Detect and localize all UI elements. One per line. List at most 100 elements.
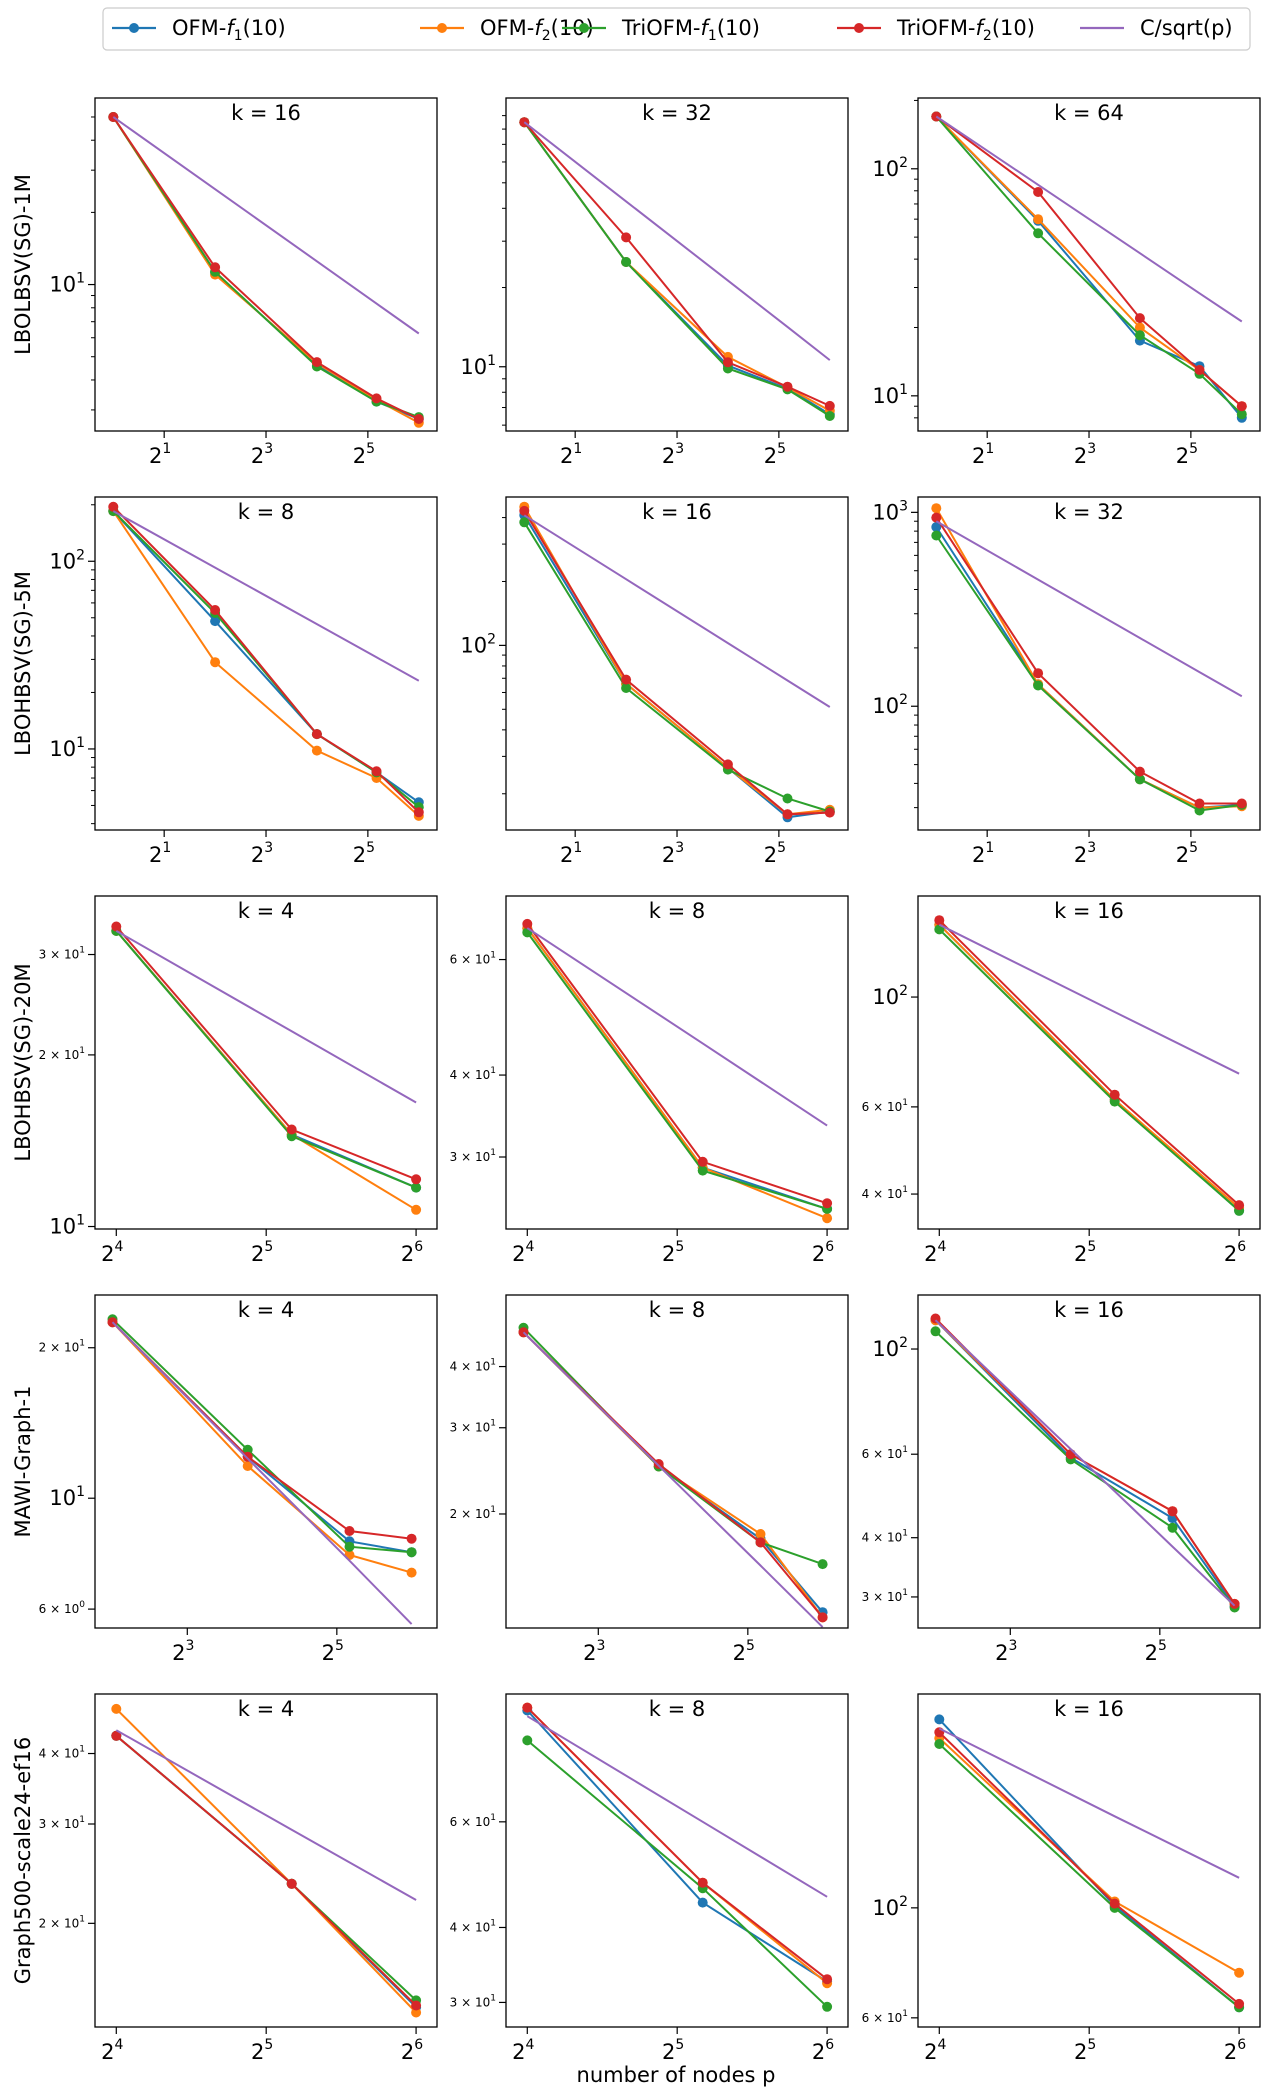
- plot-frame: [505, 496, 849, 831]
- series-c-sqrt-p-: [938, 923, 1240, 1075]
- x-tick-base: 2: [924, 2040, 937, 2064]
- x-tick-exp: 3: [597, 1638, 606, 1654]
- x-tick-base: 2: [1176, 444, 1189, 468]
- series-triofm-f1: [931, 111, 1247, 420]
- x-tick-exp: 4: [526, 1239, 535, 1255]
- x-tick-label: 24: [924, 1239, 946, 1266]
- data-point: [411, 1204, 422, 1215]
- y-tick-exp: 1: [490, 1419, 496, 1429]
- data-point: [413, 807, 424, 818]
- x-tick-exp: 1: [573, 840, 582, 856]
- data-point: [934, 1739, 945, 1749]
- y-tick-base: 3 × 10: [39, 948, 80, 962]
- y-tick-exp: 1: [490, 1918, 496, 1928]
- legend-label-suffix: (10): [717, 16, 760, 40]
- panel-title: k = 16: [642, 500, 712, 524]
- plot-frame: [94, 1294, 438, 1629]
- plot-frame: [505, 895, 849, 1230]
- x-tick-exp: 3: [1009, 1638, 1018, 1654]
- data-point: [822, 2001, 833, 2012]
- y-tick-base: 6 × 10: [39, 1602, 80, 1616]
- x-tick-exp: 1: [162, 441, 171, 457]
- y-tick-exp: 1: [76, 271, 85, 287]
- data-point: [817, 1612, 828, 1623]
- data-point: [522, 1702, 533, 1713]
- x-tick-base: 2: [583, 1641, 596, 1665]
- x-tick-label: 24: [101, 1239, 123, 1266]
- y-tick-label: 102: [460, 631, 496, 657]
- data-point: [210, 605, 221, 615]
- y-tick-exp: 1: [490, 1993, 496, 2003]
- x-tick-base: 2: [560, 843, 573, 867]
- series-c-sqrt-p-: [522, 1331, 824, 1628]
- data-point: [931, 503, 942, 514]
- x-tick-label: 25: [764, 441, 786, 468]
- x-tick-label: 25: [251, 1239, 273, 1266]
- y-tick-base: 10: [872, 500, 899, 524]
- plot-area: [95, 896, 437, 1229]
- legend-label-sub: 2: [542, 28, 551, 44]
- x-tick-exp: 5: [675, 1239, 684, 1255]
- x-tick-exp: 3: [1087, 441, 1096, 457]
- series-line: [935, 520, 1243, 698]
- data-point: [111, 1703, 122, 1714]
- series-line: [935, 115, 1243, 323]
- series-c-sqrt-p-: [935, 520, 1243, 698]
- y-tick-label: 2 × 101: [450, 1505, 496, 1521]
- data-point: [824, 411, 835, 421]
- data-point: [242, 1451, 253, 1462]
- y-tick-label: 6 × 100: [39, 1600, 86, 1616]
- x-tick-exp: 6: [825, 1239, 834, 1255]
- y-tick-label: 102: [872, 155, 908, 181]
- series-c-sqrt-p-: [526, 1715, 828, 1898]
- x-tick-base: 2: [251, 2040, 264, 2064]
- x-tick-base: 2: [251, 843, 264, 867]
- x-tick-label: 23: [251, 840, 273, 867]
- plot-area: [506, 1295, 848, 1628]
- data-point: [1236, 409, 1247, 420]
- plot-area: [95, 1295, 437, 1628]
- y-tick-exp: 1: [76, 735, 85, 751]
- legend-marker: [437, 23, 447, 33]
- data-point: [344, 1541, 355, 1552]
- x-tick-label: 23: [251, 441, 273, 468]
- legend-label-prefix: TriOFM-: [621, 16, 701, 40]
- data-point: [286, 1124, 297, 1135]
- data-point: [522, 918, 533, 929]
- plot-area: [95, 98, 437, 431]
- plot-frame: [917, 1693, 1261, 2028]
- x-tick-exp: 3: [675, 441, 684, 457]
- y-tick-label: 4 × 101: [450, 1358, 496, 1374]
- data-point: [1134, 774, 1145, 785]
- x-tick-exp: 3: [1087, 840, 1096, 856]
- x-tick-base: 2: [662, 1242, 675, 1266]
- legend-label: TriOFM-f1(10): [621, 16, 760, 44]
- x-tick-label: 23: [995, 1638, 1017, 1665]
- y-tick-label: 3 × 101: [450, 1419, 496, 1435]
- data-point: [371, 766, 382, 777]
- y-tick-label: 101: [872, 382, 908, 408]
- y-tick-exp: 1: [490, 1505, 496, 1515]
- legend-label-italic: f: [534, 16, 545, 40]
- data-point: [311, 745, 322, 756]
- y-tick-label: 102: [872, 1894, 908, 1920]
- data-point: [1134, 330, 1145, 341]
- y-tick-exp: 0: [79, 1600, 85, 1610]
- legend-label: OFM-f2(10): [480, 16, 594, 44]
- panel-title: k = 16: [231, 101, 301, 125]
- x-tick-exp: 4: [938, 2037, 947, 2053]
- plot-frame: [917, 895, 1261, 1230]
- y-tick-base: 10: [49, 1215, 76, 1239]
- data-point: [1236, 401, 1247, 412]
- y-tick-label: 102: [49, 547, 85, 573]
- y-tick-base: 4 × 10: [450, 1068, 491, 1082]
- y-tick-base: 4 × 10: [862, 1187, 903, 1201]
- plot-area: [506, 497, 848, 830]
- panel-title: k = 4: [238, 899, 294, 923]
- x-tick-base: 2: [1074, 2040, 1087, 2064]
- series-line: [934, 1319, 1236, 1607]
- x-tick-exp: 5: [1087, 1239, 1096, 1255]
- series-line: [934, 1330, 1236, 1609]
